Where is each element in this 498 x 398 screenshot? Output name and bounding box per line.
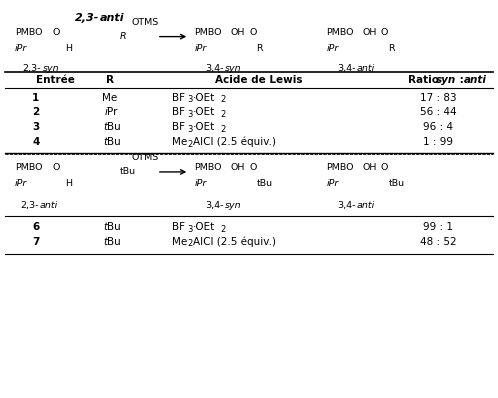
Text: t: t [103,137,107,147]
Text: 48 : 52: 48 : 52 [420,236,457,247]
Text: iPr: iPr [15,44,27,53]
Text: 4: 4 [32,137,39,147]
Text: syn: syn [436,74,456,85]
Text: iPr: iPr [15,179,27,188]
Text: Bu: Bu [107,122,121,132]
Text: :: : [456,74,468,85]
Text: H: H [65,179,72,188]
Text: OH: OH [230,163,245,172]
Text: 2: 2 [220,225,226,234]
Text: OH: OH [362,28,376,37]
Text: Acide de Lewis: Acide de Lewis [215,74,303,85]
Text: PMBO: PMBO [15,163,42,172]
Text: BF: BF [172,222,185,232]
Text: syn: syn [225,201,242,210]
Text: 2: 2 [220,96,226,104]
Text: 2,3-: 2,3- [20,201,38,210]
Text: H: H [65,44,72,53]
Text: BF: BF [172,107,185,117]
Text: 56 : 44: 56 : 44 [420,107,457,117]
Text: Ratio: Ratio [408,74,443,85]
Text: ·OEt: ·OEt [193,92,216,103]
Text: anti: anti [464,74,487,85]
Text: BF: BF [172,92,185,103]
Text: iPr: iPr [326,44,339,53]
Text: O: O [381,163,388,172]
Text: R: R [120,32,126,41]
Text: Bu: Bu [107,137,121,147]
Text: anti: anti [100,13,124,23]
Text: 3: 3 [187,225,193,234]
Text: 3: 3 [187,125,193,134]
Text: O: O [249,28,256,37]
Text: Bu: Bu [107,236,121,247]
Text: t: t [103,222,107,232]
Text: ·OEt: ·OEt [193,107,216,117]
Text: 3,4-: 3,4- [205,64,224,73]
Text: PMBO: PMBO [194,163,222,172]
Text: Me: Me [172,137,187,147]
Text: 3: 3 [187,110,193,119]
Text: ·OEt: ·OEt [193,222,216,232]
Text: t: t [103,236,107,247]
Text: O: O [381,28,388,37]
Text: PMBO: PMBO [194,28,222,37]
Text: 3,4-: 3,4- [205,201,224,210]
Text: AlCl (2.5 équiv.): AlCl (2.5 équiv.) [193,137,276,147]
Text: Me: Me [172,236,187,247]
Text: anti: anti [40,201,58,210]
Text: PMBO: PMBO [326,28,354,37]
Text: O: O [52,28,60,37]
Text: Me: Me [102,92,117,103]
Text: O: O [249,163,256,172]
Text: anti: anti [357,64,375,73]
Text: OH: OH [230,28,245,37]
Text: Entrée: Entrée [36,74,75,85]
Text: 2: 2 [32,107,39,117]
Text: Pr: Pr [107,107,118,117]
Text: R: R [256,44,263,53]
Text: 2: 2 [220,110,226,119]
Text: iPr: iPr [326,179,339,188]
Text: AlCl (2.5 équiv.): AlCl (2.5 équiv.) [193,236,276,247]
Text: 7: 7 [32,236,39,247]
Text: 6: 6 [32,222,39,232]
Text: anti: anti [357,201,375,210]
Text: 3: 3 [32,122,39,132]
Text: iPr: iPr [194,44,207,53]
Text: 17 : 83: 17 : 83 [420,92,457,103]
Text: 1: 1 [32,92,39,103]
Text: syn: syn [43,64,59,73]
Text: tBu: tBu [388,179,404,188]
Text: OTMS: OTMS [132,153,159,162]
Text: ·OEt: ·OEt [193,122,216,132]
Text: OH: OH [362,163,376,172]
Text: Bu: Bu [107,222,121,232]
Text: 96 : 4: 96 : 4 [423,122,453,132]
Text: R: R [106,74,114,85]
Text: O: O [52,163,60,172]
Text: R: R [388,44,395,53]
Text: 2: 2 [187,140,193,148]
Text: 2,3-: 2,3- [22,64,41,73]
Text: 3,4-: 3,4- [337,201,356,210]
Text: i: i [104,107,107,117]
Text: 2: 2 [187,240,193,248]
Text: OTMS: OTMS [132,18,159,27]
Text: 1 : 99: 1 : 99 [423,137,453,147]
Text: tBu: tBu [120,167,135,176]
Text: syn: syn [225,64,242,73]
Text: BF: BF [172,122,185,132]
Text: 2,3-: 2,3- [75,13,100,23]
Text: 3: 3 [187,96,193,104]
Text: t: t [103,122,107,132]
Text: 2: 2 [220,125,226,134]
Text: iPr: iPr [194,179,207,188]
Text: 99 : 1: 99 : 1 [423,222,453,232]
Text: tBu: tBu [256,179,272,188]
Text: PMBO: PMBO [326,163,354,172]
Text: 3,4-: 3,4- [337,64,356,73]
Text: PMBO: PMBO [15,28,42,37]
